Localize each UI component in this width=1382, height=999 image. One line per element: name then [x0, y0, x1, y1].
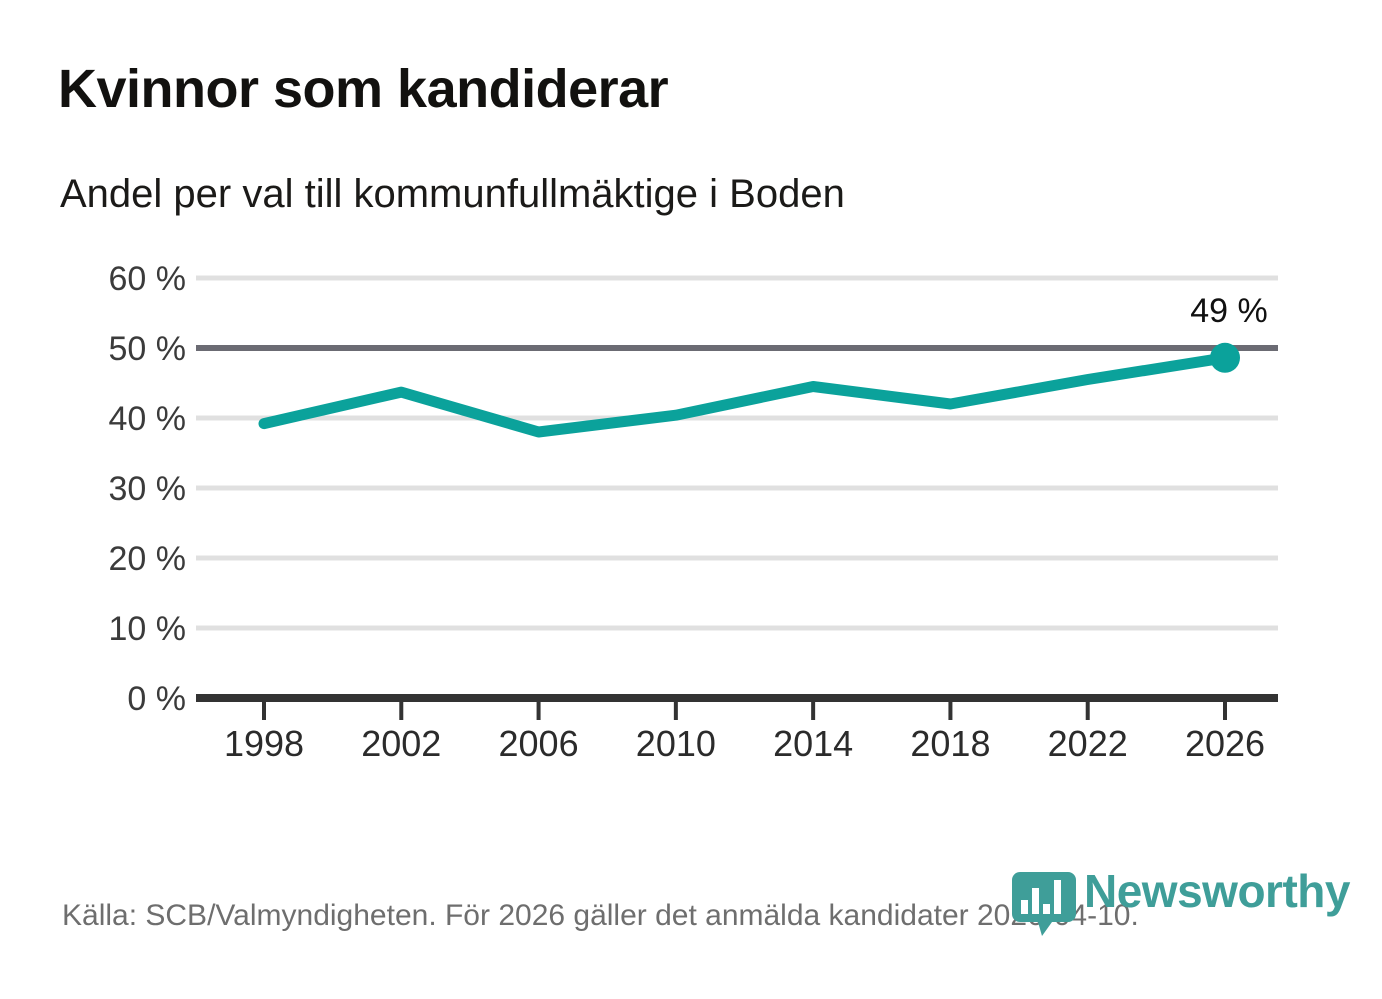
y-tick-label-30: 30 % — [109, 470, 187, 508]
x-tick-label-2022: 2022 — [1048, 723, 1128, 764]
x-tick-label-2010: 2010 — [636, 723, 716, 764]
x-tick-label-2014: 2014 — [773, 723, 853, 764]
page-title: Kvinnor som kandiderar — [58, 59, 669, 119]
newsworthy-logo: Newsworthy — [1012, 865, 1350, 943]
newsworthy-bubble-chart-icon — [1012, 870, 1076, 943]
y-tick-label-60: 60 % — [109, 260, 187, 298]
data-series-line — [258, 352, 1231, 438]
data-point-marker-2026 — [1210, 342, 1240, 373]
y-tick-label-50: 50 % — [109, 330, 187, 368]
chart-subtitle: Andel per val till kommunfullmäktige i B… — [60, 172, 845, 216]
gridlines-group — [196, 275, 1278, 631]
y-tick-label-40: 40 % — [109, 400, 187, 438]
y-tick-label-0: 0 % — [127, 680, 186, 718]
newsworthy-wordmark: Newsworthy — [1084, 865, 1350, 917]
x-tick-label-2006: 2006 — [499, 723, 579, 764]
y-tick-label-20: 20 % — [109, 540, 187, 578]
x-tick-label-2026: 2026 — [1185, 723, 1265, 764]
x-axis-labels-group: 1998 2002 2006 2010 2014 2018 2022 2026 — [224, 723, 1265, 764]
x-tick-label-2018: 2018 — [910, 723, 990, 764]
y-axis-labels-group: 0 % 10 % 20 % 30 % 40 % 50 % 60 % — [109, 260, 187, 718]
source-note: Källa: SCB/Valmyndigheten. För 2026 gäll… — [62, 899, 1139, 932]
x-tick-label-2002: 2002 — [361, 723, 441, 764]
data-point-label-2026: 49 % — [1190, 292, 1268, 330]
y-tick-label-10: 10 % — [109, 610, 187, 648]
x-axis-ticks-group — [262, 700, 1227, 720]
x-tick-label-1998: 1998 — [224, 723, 304, 764]
